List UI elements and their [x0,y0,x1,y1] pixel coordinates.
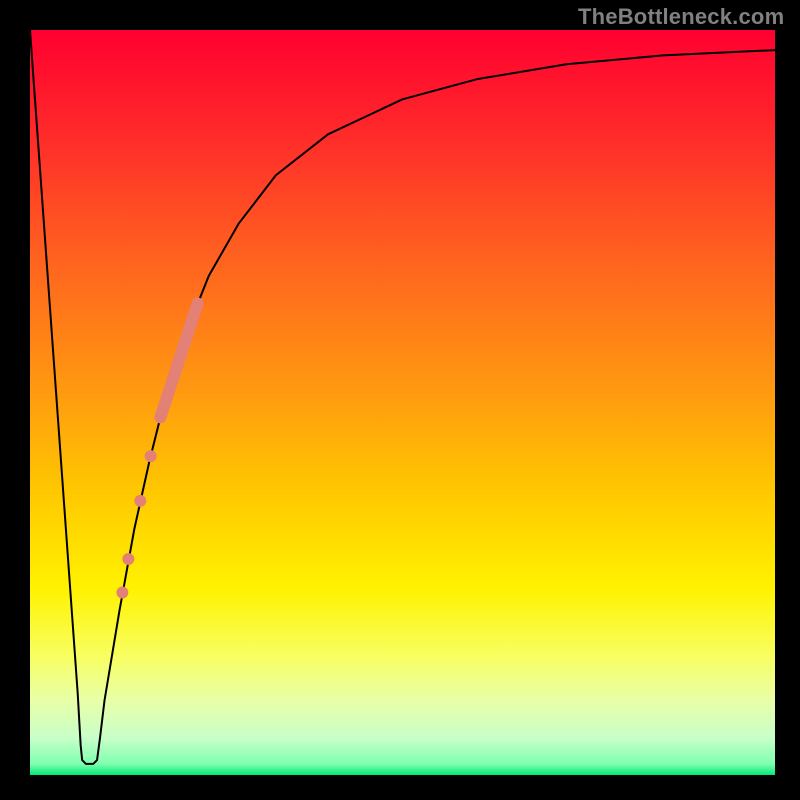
highlight-dot [145,450,157,462]
highlight-dot [122,553,134,565]
highlight-dot [134,495,146,507]
plot-area [30,30,775,775]
plot-svg [30,30,775,775]
chart-frame: TheBottleneck.com [0,0,800,800]
watermark-text: TheBottleneck.com [578,4,784,30]
highlight-dot [116,586,128,598]
gradient-background [30,30,775,775]
